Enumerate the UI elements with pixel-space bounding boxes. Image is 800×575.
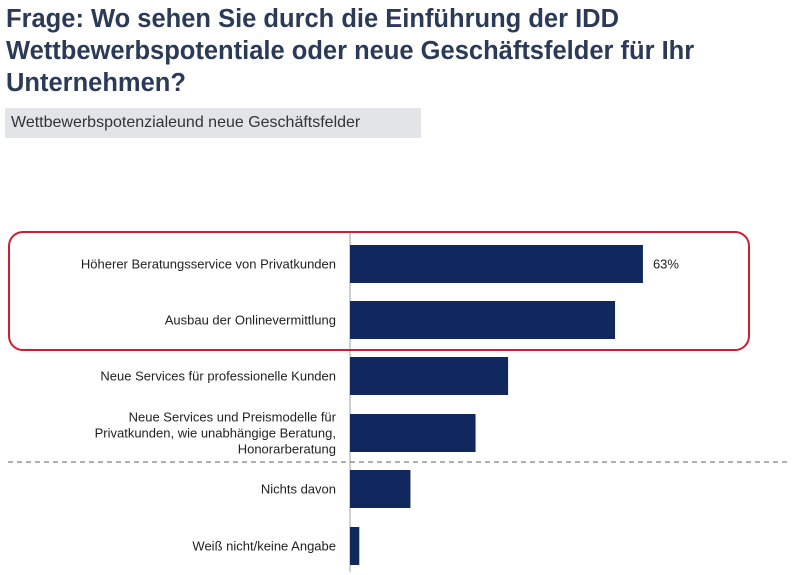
category-label-6: Weiß nicht/keine Angabe [192,539,336,554]
chart-subtitle: Wettbewerbspotenzialeund neue Geschäftsf… [5,108,421,138]
chart-title: Frage: Wo sehen Sie durch die Einführung… [6,5,695,97]
bar-5 [350,470,411,508]
highlight-frame [8,231,750,351]
bar-4 [350,414,476,452]
data-label-1: 63% [653,257,679,272]
bar-2 [350,301,616,339]
category-label-4: Neue Services und Preismodelle für Privat… [95,410,337,457]
category-label-3: Neue Services für professionelle Kunden [100,369,336,384]
category-label-5: Nichts davon [261,482,336,497]
category-label-1: Höherer Beratungsservice von Privatkunde… [81,257,336,272]
category-label-2: Ausbau der Onlinevermittlung [165,313,336,328]
bar-1 [350,245,643,283]
bar-3 [350,357,509,395]
bar-6 [350,527,360,565]
